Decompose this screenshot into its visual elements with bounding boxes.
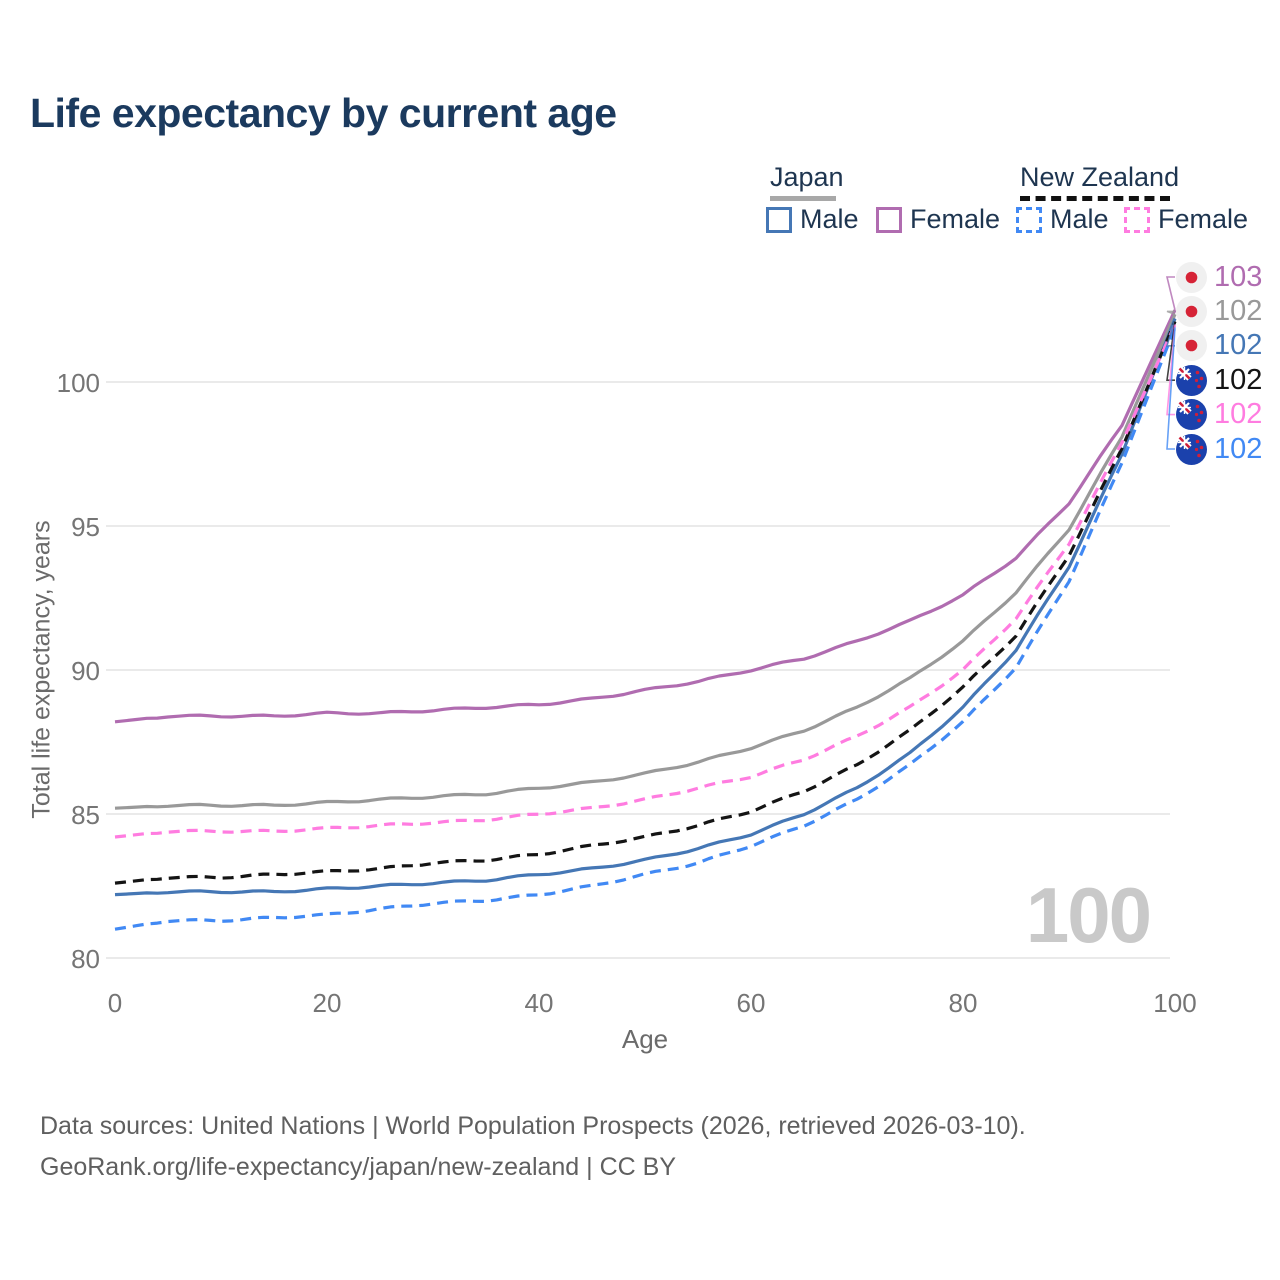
y-tick-label: 95 <box>71 512 100 542</box>
y-tick-label: 80 <box>71 944 100 974</box>
x-tick-label: 40 <box>524 988 554 1018</box>
new-zealand-flag-icon <box>1176 399 1207 431</box>
y-axis-title: Total life expectancy, years <box>27 520 56 819</box>
japan-flag-icon <box>1176 261 1207 293</box>
japan-male-swatch-icon <box>766 206 792 233</box>
x-axis-title: Age <box>621 1024 669 1054</box>
y-tick-label: 90 <box>71 656 100 686</box>
series-line-new-zealand-both-sexes[interactable] <box>114 320 1177 885</box>
leader-line <box>1166 321 1176 382</box>
series-line-japan-male[interactable] <box>114 318 1177 897</box>
y-tick-label: 100 <box>56 368 100 398</box>
japan-flag-icon <box>1176 295 1207 327</box>
series-line-japan-both-sexes[interactable] <box>114 313 1177 810</box>
gridlines <box>106 381 1170 959</box>
japan-line-swatch <box>770 196 836 201</box>
leader-line <box>1166 327 1176 450</box>
end-value-label: 102 <box>1214 398 1263 431</box>
page-title: Life expectancy by current age <box>30 90 617 136</box>
legend-item-new-zealand-male[interactable]: Male <box>1016 204 1109 235</box>
series-line-new-zealand-male[interactable] <box>114 326 1177 931</box>
footer: Data sources: United Nations | World Pop… <box>40 1106 1026 1188</box>
legend-item-japan-male[interactable]: Male <box>766 204 859 235</box>
leader-line <box>1166 324 1176 416</box>
legend-group-new-zealand-label[interactable]: New Zealand <box>1020 162 1180 192</box>
end-label-row: 102 <box>1176 432 1262 466</box>
leader-line <box>1166 310 1176 316</box>
new-zealand-line-swatch <box>1020 196 1170 201</box>
end-label-leader-lines <box>1165 276 1176 450</box>
new-zealand-flag-icon <box>1176 364 1207 396</box>
series-line-new-zealand-female[interactable] <box>114 323 1177 839</box>
x-tick-label: 100 <box>1153 988 1197 1018</box>
end-value-label: 102 <box>1214 363 1263 396</box>
age-frame-counter: 100 <box>1025 871 1152 959</box>
y-tick-label: 85 <box>71 800 100 830</box>
end-label-row: 102 <box>1176 398 1262 432</box>
legend-item-new-zealand-female[interactable]: Female <box>1124 204 1248 235</box>
x-tick-label: 0 <box>107 988 123 1018</box>
japan-flag-icon <box>1176 330 1207 362</box>
leader-line <box>1165 276 1176 311</box>
x-tick-label: 20 <box>312 988 342 1018</box>
end-value-label: 102 <box>1214 432 1263 465</box>
legend-item-label: Female <box>910 204 1001 234</box>
series-lines <box>114 309 1177 931</box>
new-zealand-male-swatch-icon <box>1016 206 1042 233</box>
legend-item-label: Male <box>800 204 859 234</box>
end-value-label: 102 <box>1214 329 1263 362</box>
series-line-japan-female[interactable] <box>114 309 1177 724</box>
end-value-label: 102 <box>1214 294 1263 327</box>
end-value-label: 103 <box>1214 260 1263 293</box>
end-label-row: 102 <box>1176 329 1262 363</box>
end-label-row: 102 <box>1176 294 1262 328</box>
x-tick-label: 80 <box>948 988 978 1018</box>
new-zealand-flag-icon <box>1176 433 1207 465</box>
legend-item-label: Male <box>1050 204 1109 234</box>
legend-item-japan-female[interactable]: Female <box>876 204 1000 235</box>
japan-female-swatch-icon <box>876 206 902 233</box>
end-label-row: 102 <box>1176 363 1262 397</box>
new-zealand-female-swatch-icon <box>1124 206 1150 233</box>
legend-group-japan-label[interactable]: Japan <box>770 162 844 192</box>
x-tick-label: 60 <box>736 988 766 1018</box>
end-label-row: 103 <box>1176 260 1262 294</box>
footer-attribution-link[interactable]: GeoRank.org/life-expectancy/japan/new-ze… <box>40 1153 676 1181</box>
legend-item-label: Female <box>1158 204 1249 234</box>
footer-sources-line: Data sources: United Nations | World Pop… <box>40 1112 1026 1140</box>
